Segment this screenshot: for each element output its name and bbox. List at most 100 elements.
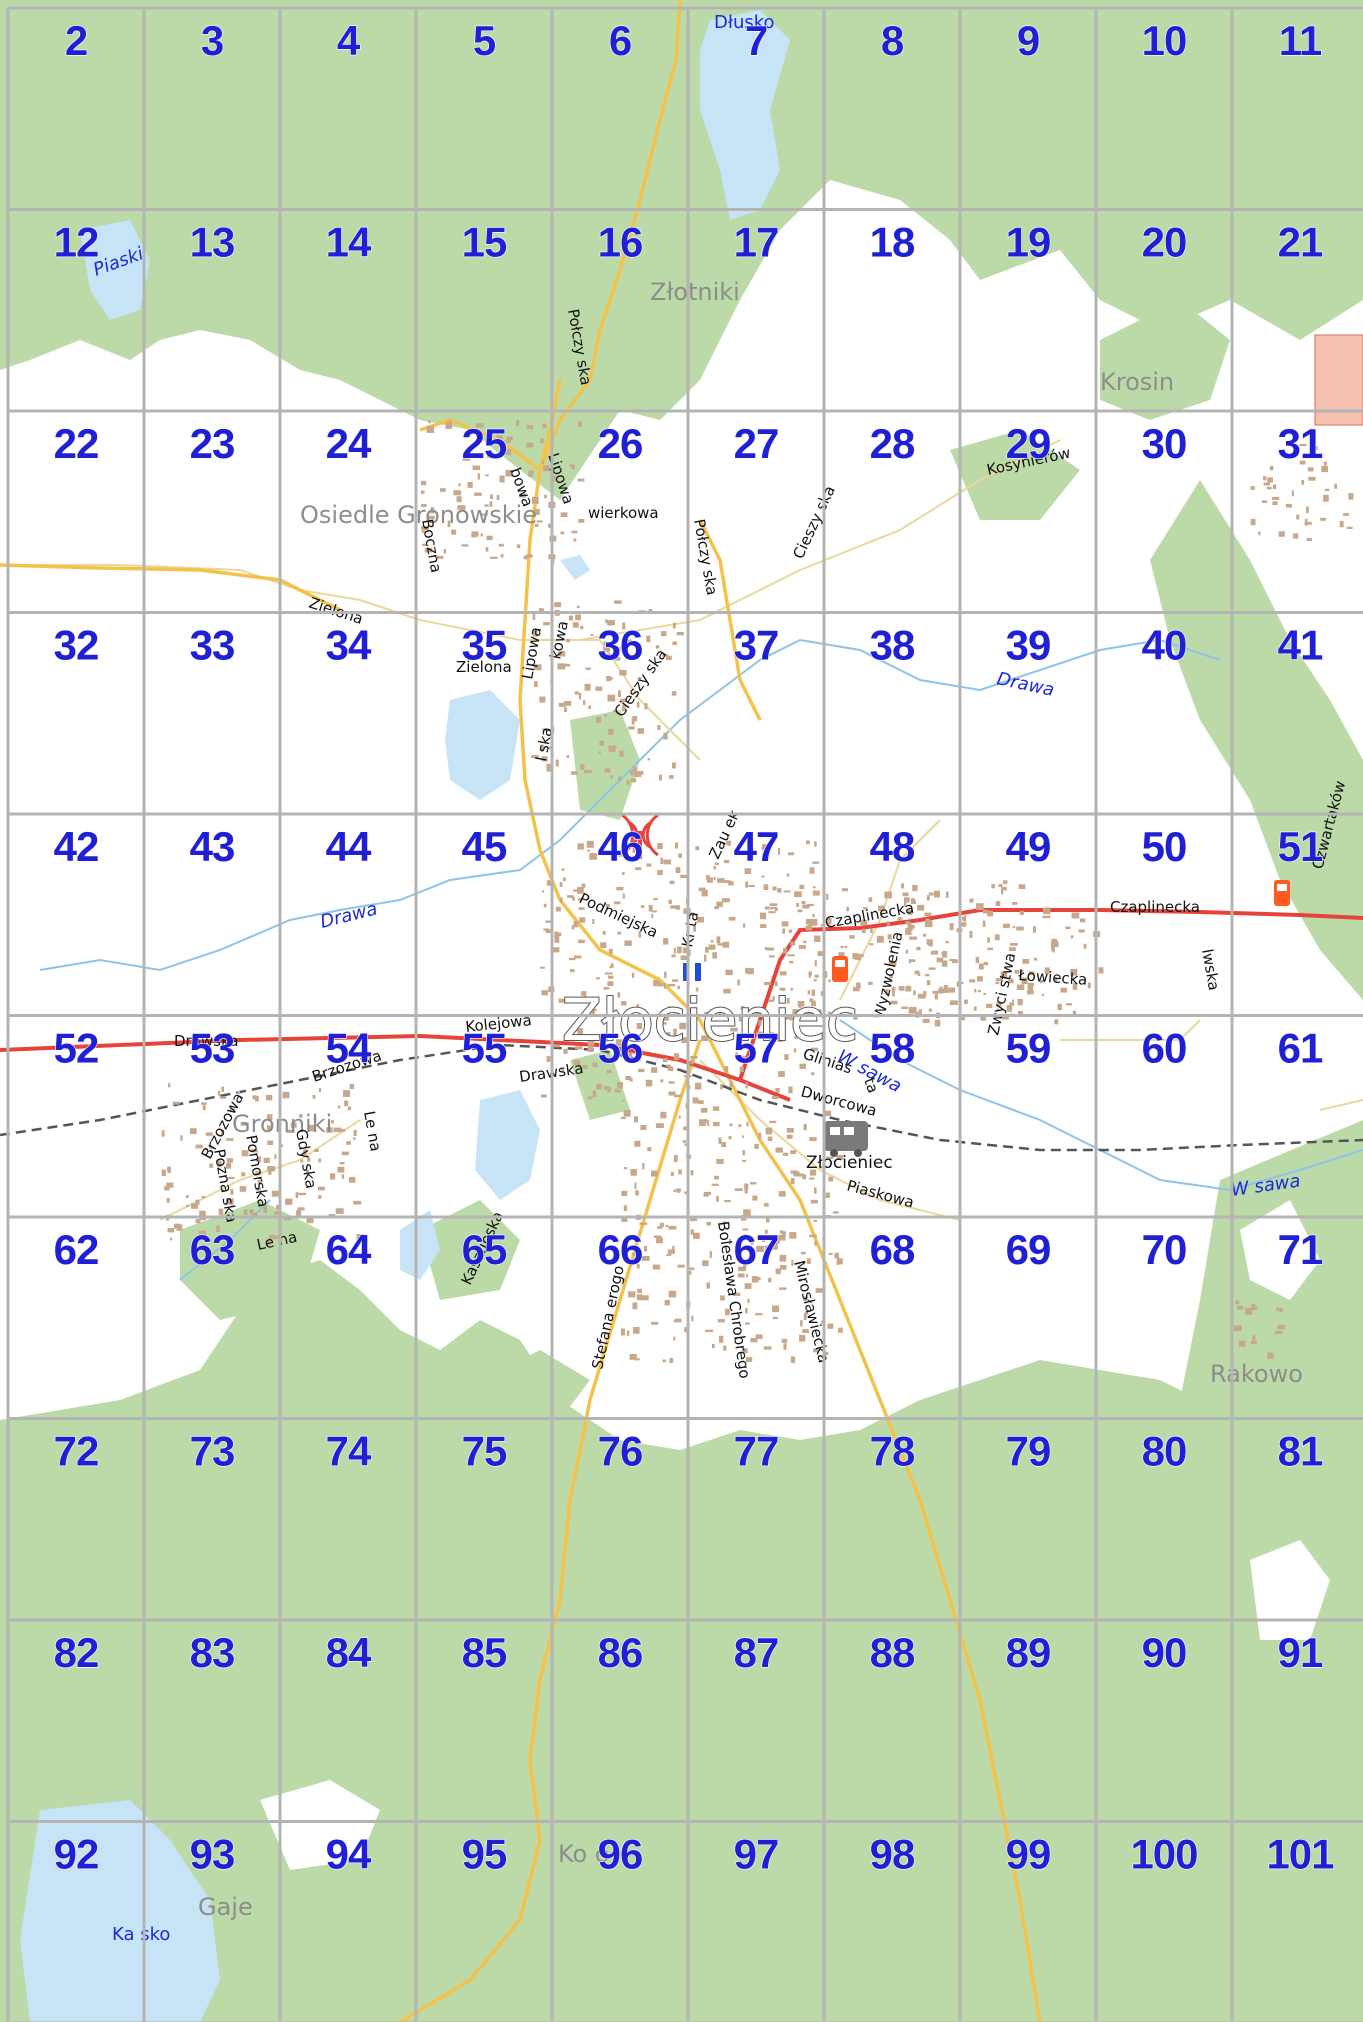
grid-cell-number[interactable]: 14: [325, 218, 374, 266]
grid-cell-number[interactable]: 45: [461, 822, 509, 870]
grid-cell-number[interactable]: 8: [880, 16, 905, 64]
grid-cell-number[interactable]: 7: [744, 16, 769, 64]
grid-cell-number[interactable]: 21: [1277, 218, 1325, 266]
grid-cell-number[interactable]: 5: [472, 16, 497, 64]
grid-cell-number[interactable]: 89: [1005, 1628, 1052, 1676]
grid-cell-number[interactable]: 13: [189, 218, 236, 266]
grid-cell-number[interactable]: 73: [189, 1427, 236, 1475]
grid-cell-number[interactable]: 28: [869, 419, 917, 467]
grid-cell-number[interactable]: 63: [189, 1225, 236, 1273]
grid-cell-number[interactable]: 51: [1277, 822, 1325, 870]
grid-cell-number[interactable]: 69: [1005, 1225, 1052, 1273]
grid-cell-number[interactable]: 39: [1005, 621, 1052, 669]
grid-cell-number[interactable]: 46: [597, 822, 644, 870]
grid-cell-number[interactable]: 67: [733, 1225, 780, 1273]
grid-cell-number[interactable]: 12: [53, 218, 100, 266]
grid-cell-number[interactable]: 23: [189, 419, 236, 467]
grid-cell-number[interactable]: 19: [1005, 218, 1052, 266]
grid-cell-number[interactable]: 93: [189, 1830, 236, 1878]
grid-cell-number[interactable]: 32: [53, 621, 100, 669]
grid-cell-number[interactable]: 43: [189, 822, 236, 870]
grid-cell-number[interactable]: 64: [325, 1225, 374, 1273]
grid-cell-number[interactable]: 55: [461, 1024, 509, 1072]
grid-cell-number[interactable]: 79: [1005, 1427, 1052, 1475]
grid-cell-number[interactable]: 98: [869, 1830, 917, 1878]
grid-cell-number[interactable]: 6: [608, 16, 633, 64]
grid-cell-number[interactable]: 41: [1277, 621, 1325, 669]
grid-cell-number[interactable]: 35: [461, 621, 509, 669]
grid-cell-number[interactable]: 76: [597, 1427, 644, 1475]
grid-cell-number[interactable]: 52: [53, 1024, 100, 1072]
grid-cell-number[interactable]: 71: [1277, 1225, 1325, 1273]
grid-cell-number[interactable]: 25: [461, 419, 509, 467]
grid-cell-number[interactable]: 40: [1141, 621, 1188, 669]
grid-cell-number[interactable]: 34: [325, 621, 374, 669]
grid-cell-number[interactable]: 15: [461, 218, 509, 266]
grid-cell-number[interactable]: 78: [869, 1427, 917, 1475]
grid-cell-number[interactable]: 68: [869, 1225, 917, 1273]
grid-cell-number[interactable]: 75: [461, 1427, 509, 1475]
grid-cell-number[interactable]: 4: [336, 16, 362, 64]
grid-cell-number[interactable]: 84: [325, 1628, 374, 1676]
grid-cell-number[interactable]: 100: [1130, 1830, 1199, 1878]
grid-cell-number[interactable]: 2: [64, 16, 89, 64]
grid-cell-number[interactable]: 96: [597, 1830, 644, 1878]
grid-cell-number[interactable]: 87: [733, 1628, 780, 1676]
grid-cell-number[interactable]: 77: [733, 1427, 780, 1475]
grid-cell-number[interactable]: 59: [1005, 1024, 1052, 1072]
grid-cell-number[interactable]: 37: [733, 621, 780, 669]
grid-cell-number[interactable]: 95: [461, 1830, 509, 1878]
grid-cell-number[interactable]: 66: [597, 1225, 644, 1273]
grid-cell-number[interactable]: 72: [53, 1427, 100, 1475]
grid-cell-number[interactable]: 80: [1141, 1427, 1188, 1475]
grid-cell-number[interactable]: 65: [461, 1225, 509, 1273]
grid-cell-number[interactable]: 81: [1277, 1427, 1325, 1475]
grid-cell-number[interactable]: 92: [53, 1830, 100, 1878]
grid-cell-number[interactable]: 61: [1277, 1024, 1325, 1072]
grid-cell-number[interactable]: 94: [325, 1830, 374, 1878]
grid-cell-number[interactable]: 58: [869, 1024, 917, 1072]
grid-cell-number[interactable]: 24: [325, 419, 374, 467]
grid-cell-number[interactable]: 56: [597, 1024, 644, 1072]
grid-cell-number[interactable]: 36: [597, 621, 644, 669]
grid-cell-number[interactable]: 99: [1005, 1830, 1052, 1878]
grid-cell-number[interactable]: 50: [1141, 822, 1188, 870]
grid-cell-number[interactable]: 57: [733, 1024, 780, 1072]
grid-cell-number[interactable]: 47: [733, 822, 780, 870]
grid-cell-number[interactable]: 3: [200, 16, 225, 64]
grid-cell-number[interactable]: 38: [869, 621, 917, 669]
grid-cell-number[interactable]: 91: [1277, 1628, 1325, 1676]
grid-cell-number[interactable]: 10: [1141, 16, 1188, 64]
grid-cell-number[interactable]: 60: [1141, 1024, 1188, 1072]
grid-cell-number[interactable]: 11: [1278, 16, 1323, 64]
grid-cell-number[interactable]: 83: [189, 1628, 236, 1676]
grid-cell-number[interactable]: 20: [1141, 218, 1188, 266]
grid-cell-number[interactable]: 27: [733, 419, 780, 467]
grid-cell-number[interactable]: 88: [869, 1628, 917, 1676]
grid-cell-number[interactable]: 42: [53, 822, 100, 870]
grid-cell-number[interactable]: 82: [53, 1628, 100, 1676]
grid-cell-number[interactable]: 9: [1016, 16, 1041, 64]
grid-cell-number[interactable]: 17: [733, 218, 780, 266]
grid-cell-number[interactable]: 101: [1266, 1830, 1336, 1878]
grid-cell-number[interactable]: 70: [1141, 1225, 1188, 1273]
grid-cell-number[interactable]: 86: [597, 1628, 644, 1676]
grid-cell-number[interactable]: 85: [461, 1628, 509, 1676]
grid-cell-number[interactable]: 16: [597, 218, 644, 266]
grid-cell-number[interactable]: 49: [1005, 822, 1052, 870]
grid-cell-number[interactable]: 90: [1141, 1628, 1188, 1676]
grid-cell-number[interactable]: 29: [1005, 419, 1052, 467]
grid-cell-number[interactable]: 22: [53, 419, 100, 467]
grid-cell-number[interactable]: 97: [733, 1830, 780, 1878]
grid-cell-number[interactable]: 54: [325, 1024, 374, 1072]
grid-cell-number[interactable]: 74: [325, 1427, 374, 1475]
grid-cell-number[interactable]: 48: [869, 822, 917, 870]
grid-cell-number[interactable]: 18: [869, 218, 917, 266]
grid-cell-number[interactable]: 44: [325, 822, 374, 870]
grid-cell-number[interactable]: 26: [597, 419, 644, 467]
grid-cell-number[interactable]: 53: [189, 1024, 236, 1072]
grid-cell-number[interactable]: 31: [1277, 419, 1325, 467]
grid-cell-number[interactable]: 62: [53, 1225, 100, 1273]
grid-cell-number[interactable]: 33: [189, 621, 236, 669]
